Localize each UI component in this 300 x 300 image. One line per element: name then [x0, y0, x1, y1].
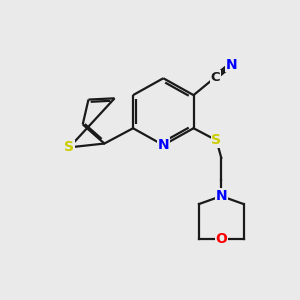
- Text: C: C: [210, 71, 220, 84]
- Text: N: N: [215, 189, 227, 203]
- Text: O: O: [215, 232, 227, 246]
- Text: S: S: [212, 134, 221, 147]
- Text: N: N: [158, 138, 169, 152]
- Text: N: N: [225, 58, 237, 72]
- Text: S: S: [64, 140, 74, 154]
